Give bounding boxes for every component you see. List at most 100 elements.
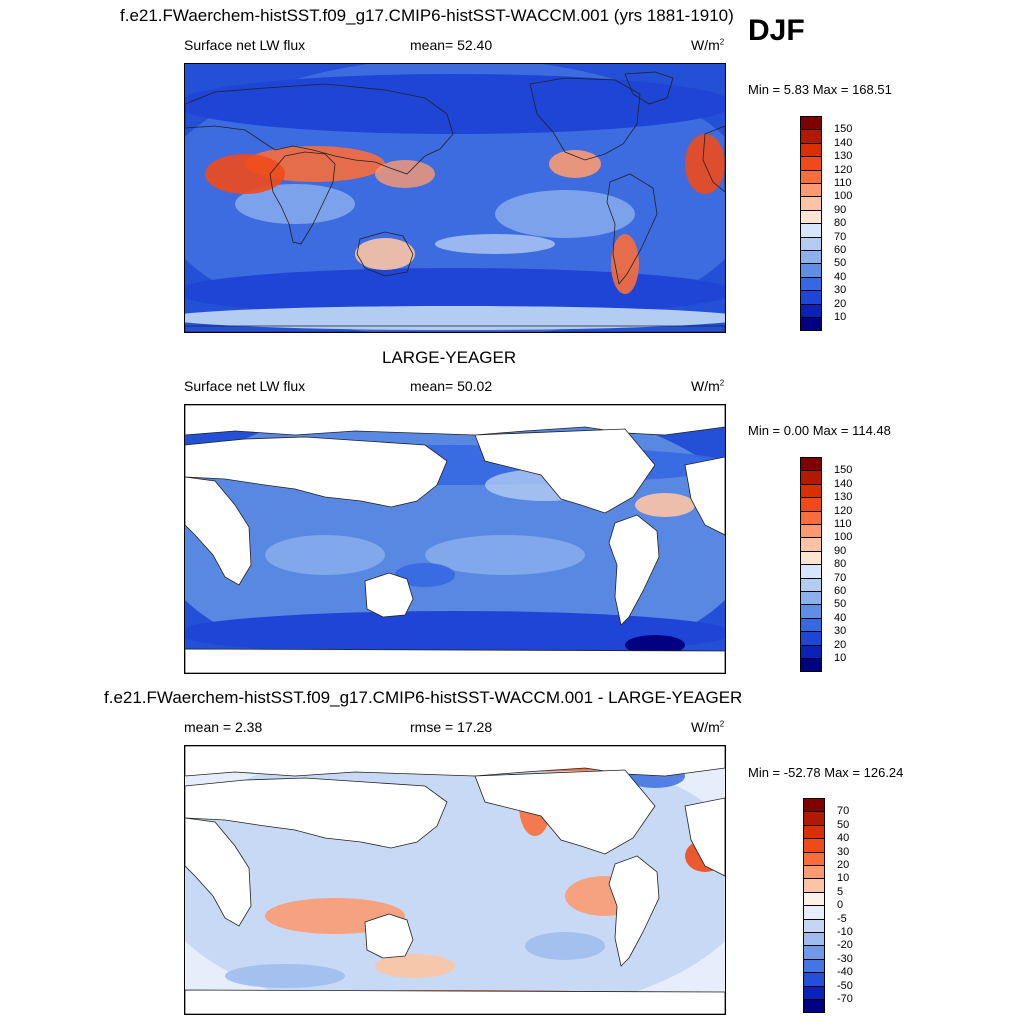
field-contour	[225, 964, 345, 988]
colorbar-swatch	[800, 457, 822, 472]
colorbar-swatch	[803, 999, 825, 1014]
colorbar-tick-label: -50	[837, 979, 853, 992]
colorbar-swatch	[800, 142, 822, 158]
colorbar-tick-label: 50	[834, 257, 847, 270]
panel-1-mean-label: mean= 52.40	[410, 37, 493, 53]
colorbar-swatch	[800, 156, 822, 171]
colorbar-swatch	[803, 918, 825, 933]
season-label: DJF	[748, 14, 805, 47]
colorbar-tick-label: -5	[837, 912, 847, 925]
colorbar-swatch	[800, 497, 822, 512]
colorbar-tick-label: 0	[837, 899, 844, 912]
colorbar-swatch	[800, 617, 822, 633]
colorbar-swatch	[800, 537, 822, 552]
panel-3-map	[184, 745, 726, 1015]
colorbar-swatch	[800, 303, 822, 318]
colorbar-swatch	[800, 577, 822, 592]
field-contour	[265, 535, 385, 575]
colorbar-tick-label: -10	[837, 926, 853, 938]
colorbar-swatch	[800, 644, 822, 659]
continent-outline	[364, 913, 414, 959]
colorbar-tick-label: 70	[834, 230, 847, 243]
colorbar-tick-label: 90	[834, 544, 847, 557]
colorbar-tick-label: 60	[834, 585, 847, 597]
panel-2-map	[184, 404, 726, 674]
field-contour	[355, 238, 415, 270]
colorbar-swatch	[800, 250, 822, 265]
colorbar-swatch	[803, 945, 825, 960]
colorbar-swatch	[800, 317, 822, 332]
colorbar-tick-label: -40	[837, 966, 853, 979]
colorbar-swatch	[800, 524, 822, 539]
field-contour	[185, 64, 725, 332]
panel-3-rmse-label: rmse = 17.28	[410, 719, 493, 735]
continent-outline	[185, 83, 454, 175]
continent-outline	[684, 456, 725, 536]
colorbar-tick-label: 100	[834, 190, 853, 203]
colorbar-swatch	[800, 470, 822, 485]
colorbar-tick-label: 150	[834, 123, 853, 136]
panel-2-variable-label: Surface net LW flux	[184, 378, 306, 394]
colorbar-swatch	[803, 891, 825, 907]
colorbar-tick-label: 150	[834, 464, 853, 477]
continent-outline	[185, 325, 725, 332]
continent-outline	[185, 436, 448, 508]
colorbar-tick-label: 100	[834, 531, 853, 544]
colorbar-swatch	[803, 865, 825, 880]
field-contour	[425, 535, 585, 575]
colorbar-tick-label: 70	[834, 571, 847, 584]
colorbar-tick-label: 20	[834, 297, 847, 310]
panel-3-min-max: Min = -52.78 Max = 126.24	[748, 765, 904, 780]
colorbar-swatch	[800, 591, 822, 606]
field-contour	[525, 932, 605, 960]
panel-1-min-max: Min = 5.83 Max = 168.51	[748, 82, 892, 97]
field-contour	[395, 563, 455, 587]
panel-1-variable-label: Surface net LW flux	[184, 37, 306, 53]
colorbar-tick-label: 90	[834, 203, 847, 216]
colorbar-tick-label: 140	[834, 136, 853, 149]
colorbar-swatch	[803, 824, 825, 840]
field-contour	[235, 184, 355, 224]
colorbar-swatch	[803, 838, 825, 853]
colorbar-swatch	[803, 811, 825, 826]
colorbar-tick-label: 120	[834, 163, 853, 176]
colorbar-tick-label: 30	[834, 625, 847, 638]
colorbar-swatch	[803, 985, 825, 1000]
panel-1-units: W/m2	[691, 37, 725, 53]
continent-outline	[185, 777, 448, 849]
continent-outline	[684, 797, 725, 877]
colorbar-tick-label: 20	[837, 859, 850, 871]
field-contour	[185, 611, 725, 655]
continent-outline	[364, 572, 414, 618]
colorbar-swatch	[800, 510, 822, 525]
field-contour	[185, 306, 725, 330]
colorbar-tick-label: 5	[837, 885, 844, 898]
colorbar-swatch	[800, 196, 822, 211]
colorbar-tick-label: -70	[837, 993, 853, 1005]
continent-outline	[608, 855, 660, 967]
panel-2-title: LARGE-YEAGER	[382, 348, 517, 367]
colorbar-tick-label: 30	[834, 284, 847, 297]
continent-outline	[185, 817, 252, 927]
panel-3-title: f.e21.FWaerchem-histSST.f09_g17.CMIP6-hi…	[104, 688, 743, 707]
colorbar-tick-label: 40	[837, 832, 850, 845]
continent-outline	[702, 125, 725, 193]
continent-outline	[474, 769, 656, 855]
colorbar-swatch	[800, 236, 822, 251]
continent-outline	[269, 151, 336, 245]
colorbar-swatch	[803, 972, 825, 987]
colorbar-swatch	[803, 851, 825, 866]
colorbar-tick-label: 30	[837, 845, 850, 858]
colorbar-swatch	[800, 658, 822, 673]
colorbar-tick-label: 40	[834, 611, 847, 624]
continent-outline	[529, 77, 641, 161]
colorbar-tick-label: 40	[834, 270, 847, 283]
colorbar-swatch	[800, 116, 822, 131]
continent-outline	[185, 405, 725, 436]
colorbar-swatch	[800, 169, 822, 184]
colorbar-swatch	[800, 550, 822, 566]
colorbar-tick-label: 20	[834, 638, 847, 651]
colorbar-swatch	[800, 276, 822, 292]
field-contour	[625, 635, 685, 655]
colorbar-swatch	[800, 631, 822, 646]
